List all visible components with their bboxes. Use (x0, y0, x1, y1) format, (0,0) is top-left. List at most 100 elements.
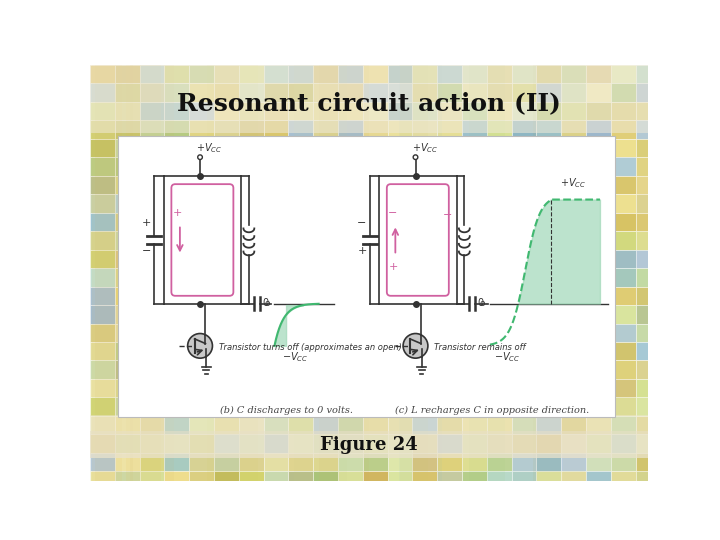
Polygon shape (90, 139, 114, 157)
Polygon shape (611, 453, 636, 471)
Polygon shape (462, 249, 487, 268)
Polygon shape (561, 157, 586, 176)
Polygon shape (611, 157, 636, 176)
Polygon shape (363, 231, 387, 249)
Polygon shape (660, 361, 685, 379)
Polygon shape (363, 416, 387, 434)
Polygon shape (437, 120, 462, 139)
Polygon shape (264, 287, 289, 305)
Polygon shape (561, 416, 586, 434)
Polygon shape (338, 83, 363, 102)
Polygon shape (387, 268, 413, 287)
Polygon shape (512, 213, 536, 231)
Polygon shape (264, 416, 289, 434)
Polygon shape (90, 268, 114, 287)
Polygon shape (90, 471, 114, 490)
Polygon shape (90, 249, 114, 268)
Text: Transistor remains off: Transistor remains off (434, 343, 526, 352)
Polygon shape (636, 287, 660, 305)
Polygon shape (164, 268, 189, 287)
Polygon shape (90, 213, 114, 231)
Text: $+V_{CC}$: $+V_{CC}$ (559, 176, 586, 190)
Polygon shape (487, 139, 512, 157)
Text: −: − (443, 211, 452, 220)
Polygon shape (660, 305, 685, 323)
Polygon shape (164, 176, 189, 194)
Polygon shape (387, 434, 413, 453)
Polygon shape (536, 397, 561, 416)
Polygon shape (611, 176, 636, 194)
Polygon shape (189, 397, 214, 416)
Polygon shape (462, 323, 487, 342)
Polygon shape (264, 379, 289, 397)
Polygon shape (239, 379, 264, 397)
Polygon shape (239, 157, 264, 176)
Polygon shape (487, 176, 512, 194)
Polygon shape (462, 120, 487, 139)
Polygon shape (338, 342, 363, 361)
Polygon shape (660, 416, 685, 434)
Polygon shape (437, 83, 462, 102)
Polygon shape (313, 157, 338, 176)
Polygon shape (536, 213, 561, 231)
FancyBboxPatch shape (118, 136, 616, 417)
Polygon shape (611, 490, 636, 508)
Polygon shape (289, 249, 313, 268)
Polygon shape (413, 139, 437, 157)
Polygon shape (636, 342, 660, 361)
Polygon shape (164, 102, 189, 120)
Polygon shape (114, 342, 140, 361)
Polygon shape (586, 213, 611, 231)
Polygon shape (313, 213, 338, 231)
Polygon shape (611, 65, 636, 83)
Polygon shape (636, 83, 660, 102)
Polygon shape (487, 323, 512, 342)
Polygon shape (338, 157, 363, 176)
Polygon shape (487, 305, 512, 323)
Polygon shape (338, 416, 363, 434)
Polygon shape (289, 361, 313, 379)
Polygon shape (338, 102, 363, 120)
Polygon shape (189, 102, 214, 120)
Polygon shape (536, 342, 561, 361)
Polygon shape (363, 305, 387, 323)
Polygon shape (586, 434, 611, 453)
Circle shape (198, 155, 202, 159)
Polygon shape (313, 287, 338, 305)
Polygon shape (611, 471, 636, 490)
Polygon shape (561, 434, 586, 453)
Polygon shape (611, 194, 636, 213)
Polygon shape (536, 249, 561, 268)
Polygon shape (487, 416, 512, 434)
Polygon shape (214, 139, 239, 157)
Polygon shape (611, 342, 636, 361)
Polygon shape (189, 453, 214, 471)
Polygon shape (487, 268, 512, 287)
Polygon shape (586, 268, 611, 287)
Polygon shape (363, 83, 387, 102)
Polygon shape (487, 434, 512, 453)
Circle shape (403, 334, 428, 358)
Polygon shape (264, 176, 289, 194)
Polygon shape (636, 65, 660, 83)
Polygon shape (164, 305, 189, 323)
Polygon shape (214, 194, 239, 213)
Polygon shape (462, 213, 487, 231)
Text: Transistor turns off (approximates an open): Transistor turns off (approximates an op… (219, 343, 402, 352)
Polygon shape (239, 453, 264, 471)
Polygon shape (239, 249, 264, 268)
Polygon shape (387, 194, 413, 213)
Polygon shape (437, 231, 462, 249)
Polygon shape (586, 231, 611, 249)
Polygon shape (164, 453, 189, 471)
Polygon shape (164, 120, 189, 139)
Polygon shape (636, 416, 660, 434)
Polygon shape (239, 231, 264, 249)
Polygon shape (387, 176, 413, 194)
Polygon shape (294, 65, 346, 481)
Polygon shape (636, 490, 660, 508)
Polygon shape (114, 157, 140, 176)
Polygon shape (536, 83, 561, 102)
Polygon shape (189, 249, 214, 268)
Polygon shape (114, 83, 140, 102)
